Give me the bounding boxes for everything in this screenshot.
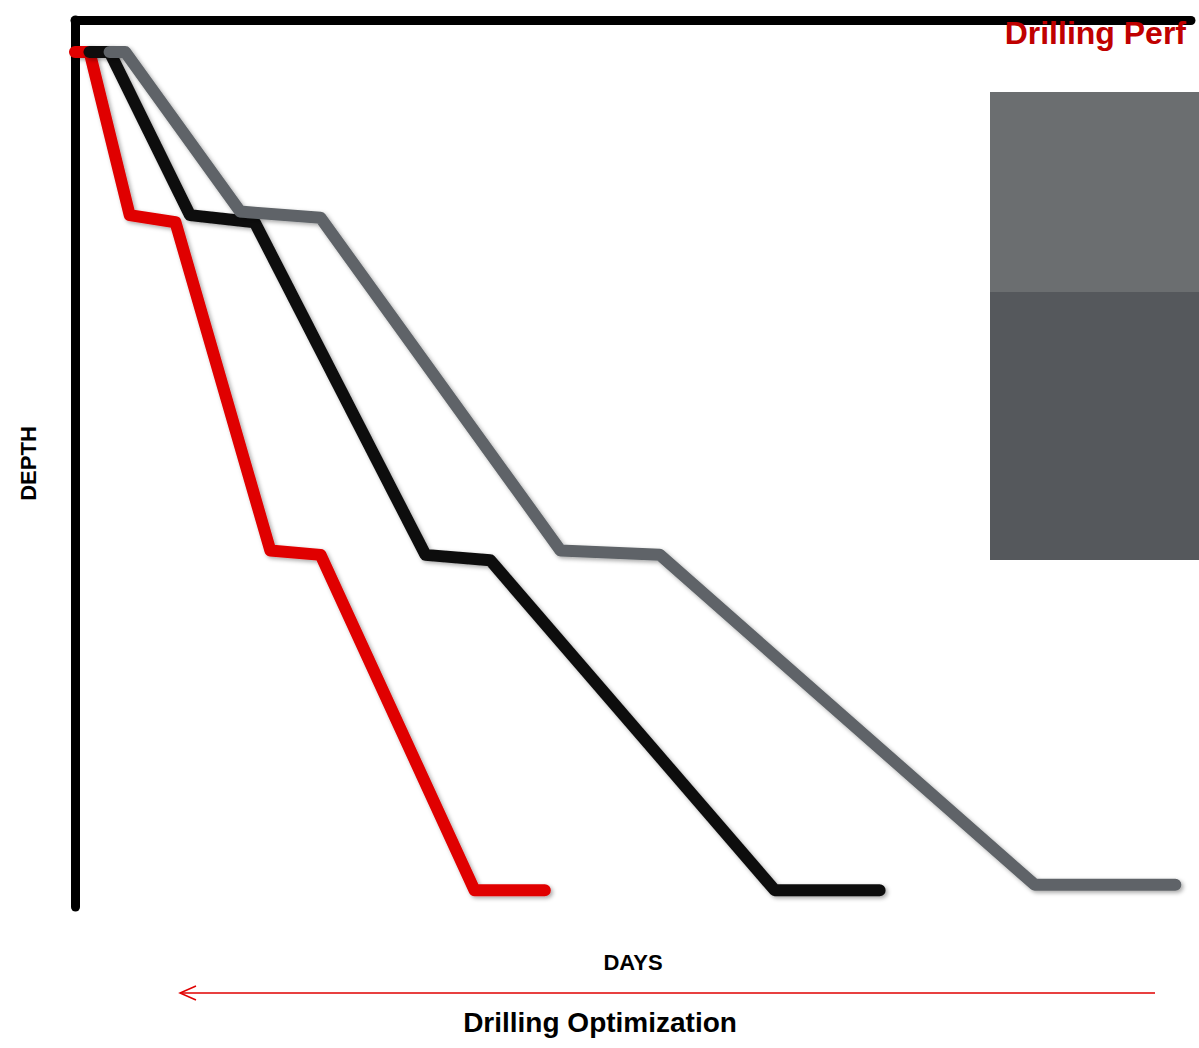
- svg-text:Drilling Optimization: Drilling Optimization: [463, 1007, 737, 1038]
- svg-text:Drilling Perf: Drilling Perf: [1005, 15, 1187, 51]
- svg-text:DEPTH: DEPTH: [16, 426, 41, 501]
- svg-text:DAYS: DAYS: [603, 950, 662, 975]
